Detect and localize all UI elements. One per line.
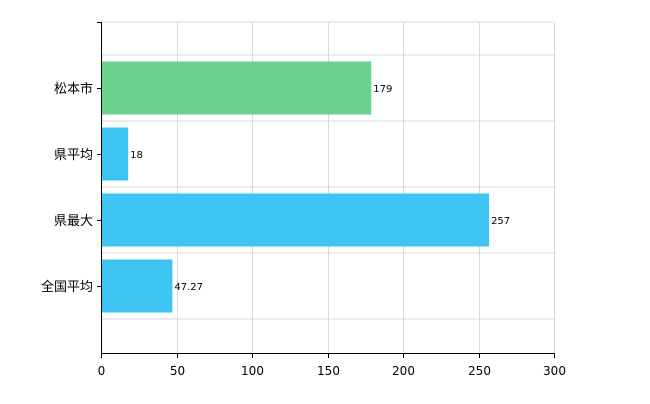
- x-tick-label: 0: [98, 364, 106, 378]
- labels: 松本市 179 県平均 18 県最大 257 全国平均 47.27 0 50 100 150 200 25…: [41, 81, 566, 378]
- bar-3: [101, 193, 490, 247]
- x-tick-label: 250: [468, 364, 491, 378]
- x-tick-label: 150: [317, 364, 340, 378]
- x-tick-label: 50: [170, 364, 185, 378]
- category-label: 全国平均: [41, 279, 93, 295]
- bars: [101, 61, 490, 313]
- axes: [97, 22, 555, 358]
- category-label: 県最大: [54, 214, 93, 229]
- x-tick-label: 100: [241, 364, 264, 378]
- grid: [101, 21, 555, 353]
- x-tick-label: 200: [392, 364, 415, 378]
- category-label: 松本市: [54, 81, 93, 97]
- x-tick-label: 300: [543, 364, 566, 378]
- data-label: 179: [373, 84, 392, 95]
- data-label: 257: [491, 216, 510, 227]
- data-label: 47.27: [174, 282, 203, 293]
- data-label: 18: [130, 150, 143, 161]
- bar-4: [101, 259, 173, 313]
- category-label: 県平均: [54, 148, 93, 163]
- bar-2: [101, 127, 129, 181]
- bar-1: [101, 61, 372, 115]
